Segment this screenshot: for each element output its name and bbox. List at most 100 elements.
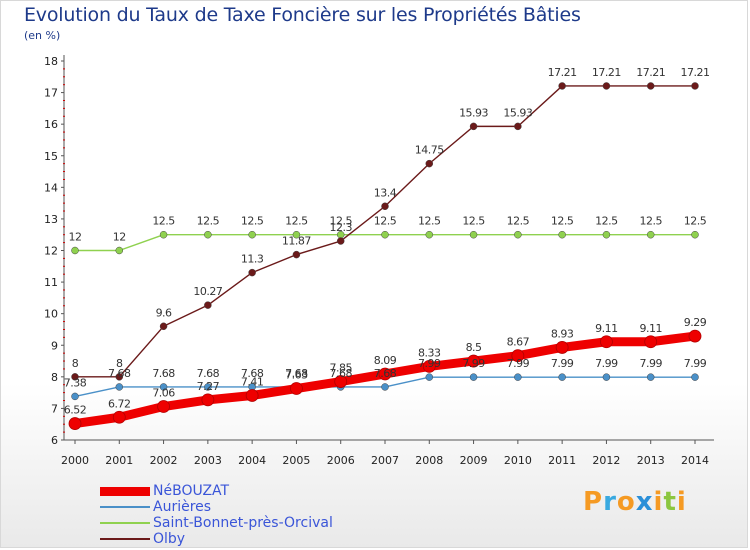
data-point [115, 373, 124, 381]
data-label: 15.93 [503, 106, 532, 119]
data-label: 7.99 [462, 357, 485, 370]
data-label: 17.21 [636, 66, 665, 79]
y-tick-label: 11 [44, 276, 58, 289]
x-tick-label: 2003 [194, 454, 222, 467]
y-tick-label: 15 [44, 150, 58, 163]
data-point [245, 389, 259, 402]
data-point [71, 392, 79, 401]
data-point [71, 246, 79, 255]
y-tick-label: 8 [51, 371, 58, 384]
data-point [336, 237, 345, 245]
x-tick-label: 2014 [681, 454, 709, 467]
data-point [602, 373, 611, 381]
data-point [600, 335, 613, 349]
data-label: 12.5 [462, 215, 485, 228]
data-label: 17.21 [548, 66, 577, 79]
x-tick-label: 2008 [415, 454, 443, 467]
data-label: 7.68 [241, 367, 264, 380]
data-point [115, 246, 124, 255]
y-tick-label: 18 [44, 55, 58, 68]
data-label: 12.5 [639, 215, 662, 228]
data-label: 15.93 [459, 106, 488, 119]
data-point [602, 230, 611, 239]
data-label: 17.21 [592, 66, 621, 79]
data-label: 14.75 [415, 144, 444, 157]
data-label: 7.99 [507, 357, 530, 370]
data-point [248, 268, 256, 277]
data-point [422, 360, 436, 373]
data-label: 13.4 [374, 186, 397, 199]
data-point [204, 383, 212, 391]
data-point [201, 393, 215, 407]
y-tick-label: 17 [44, 87, 58, 100]
data-point [425, 159, 434, 168]
data-label: 9.11 [595, 322, 618, 335]
data-point [467, 354, 480, 368]
x-tick-label: 2005 [282, 454, 310, 467]
data-label: 12.3 [329, 221, 352, 234]
data-labels: 6.52 6.72 7.06 7.27 7.41 7.63 7.85 8.09 8.33 8.5 8… [64, 66, 710, 417]
data-label: 7.06 [152, 387, 175, 400]
data-label: 7.68 [108, 367, 131, 380]
data-point [204, 230, 212, 239]
y-tick-label: 10 [44, 308, 58, 321]
x-tick-label: 2006 [327, 454, 355, 467]
data-point [469, 122, 478, 131]
data-point [514, 122, 522, 131]
data-point [469, 373, 478, 381]
legend-swatch [100, 538, 150, 540]
x-tick-label: 2009 [460, 454, 488, 467]
data-point [511, 349, 525, 363]
data-point [558, 230, 566, 239]
data-point [71, 373, 79, 381]
data-label: 12.5 [551, 215, 574, 228]
legend-swatch [100, 487, 150, 496]
chart-axes: 6 7 8 9 10 11 12 13 14 15 16 17 18 2000 2001 2002 2003 20… [44, 55, 714, 467]
legend-label: Saint-Bonnet-près-Orcival [153, 515, 333, 531]
data-label: 17.21 [681, 66, 710, 79]
data-point [378, 367, 392, 381]
data-point [644, 335, 658, 349]
data-point [112, 410, 126, 424]
data-label: 7.68 [329, 367, 352, 380]
data-label: 12.5 [684, 215, 707, 228]
data-point [555, 341, 569, 354]
x-tick-label: 2010 [504, 454, 532, 467]
data-label: 12.5 [374, 215, 397, 228]
data-point [646, 373, 655, 381]
data-label: 7.68 [374, 367, 397, 380]
data-label: 12.5 [152, 215, 175, 228]
data-label: 8.33 [418, 346, 441, 359]
data-point [157, 400, 170, 413]
legend-label: Olby [153, 531, 186, 547]
y-tick-label: 6 [51, 434, 58, 447]
data-point [425, 373, 434, 381]
data-label: 12.5 [329, 215, 352, 228]
y-tick-label: 9 [51, 339, 58, 352]
data-label: 7.99 [639, 357, 662, 370]
data-label: 12.5 [197, 215, 220, 228]
data-point [159, 383, 168, 391]
data-point [558, 373, 566, 381]
legend-label: NéBOUZAT [153, 483, 230, 499]
data-label: 11.87 [282, 235, 311, 248]
data-label: 7.85 [329, 362, 352, 375]
legend-swatch [100, 506, 150, 508]
series-points [68, 82, 702, 430]
data-label: 8.09 [374, 354, 397, 367]
data-point [691, 373, 699, 381]
data-point [292, 230, 301, 239]
x-tick-label: 2000 [61, 454, 89, 467]
data-point [115, 383, 124, 391]
y-tick-label: 12 [44, 245, 58, 258]
data-label: 7.41 [241, 375, 264, 388]
data-point [68, 417, 82, 430]
data-label: 7.68 [197, 367, 220, 380]
data-label: 6.72 [108, 397, 131, 410]
data-label: 12 [113, 231, 126, 244]
data-label: 6.52 [64, 404, 87, 417]
data-label: 11.3 [241, 253, 264, 266]
data-label: 7.68 [285, 367, 308, 380]
